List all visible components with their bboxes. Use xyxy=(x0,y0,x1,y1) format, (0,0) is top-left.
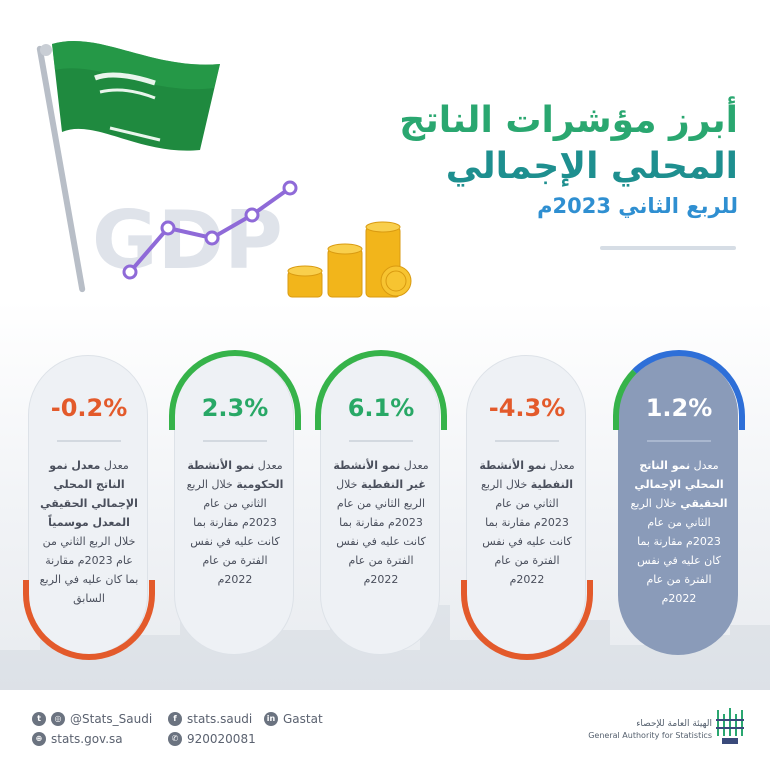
card-desc-prefix: معدل xyxy=(254,459,283,472)
social-linkedin[interactable]: in Gastat xyxy=(264,712,323,726)
phone-text: 920020081 xyxy=(187,732,256,746)
card-divider xyxy=(349,440,413,442)
title-underline xyxy=(600,246,736,250)
card-desc-bold: نمو الناتج المحلي الإجمالي الحقيقي xyxy=(634,459,728,510)
card-oil-activities: -4.3% معدل نمو الأنشطة النفطية خلال الرب… xyxy=(461,355,593,660)
card-desc-bold: نمو الأنشطة النفطية xyxy=(479,459,573,491)
card-desc-prefix: معدل xyxy=(546,459,575,472)
card-value: 1.2% xyxy=(645,394,713,422)
growth-line-graph-icon xyxy=(122,180,298,280)
card-desc-suffix: خلال الربع الثاني من عام 2023م مقارنة بم… xyxy=(481,478,572,586)
card-desc-bold: نمو الأنشطة غير النفطية xyxy=(333,459,426,491)
org-name: الهيئة العامة للإحصاء General Authority … xyxy=(588,718,712,742)
card-desc-suffix: خلال الربع الثاني من عام 2023م مقارنة بم… xyxy=(186,478,280,586)
website-url: stats.gov.sa xyxy=(51,732,123,746)
phone-number[interactable]: ✆ 920020081 xyxy=(168,732,256,746)
card-divider xyxy=(57,440,121,442)
linkedin-icon: in xyxy=(264,712,278,726)
page-subtitle: للربع الثاني 2023م xyxy=(537,194,738,218)
gastat-logo-icon xyxy=(716,708,744,744)
card-description: معدل معدل نمو الناتج المحلي الإجمالي الح… xyxy=(39,456,139,608)
page-title-line-2: المحلي الإجمالي xyxy=(445,146,738,187)
card-description: معدل نمو الأنشطة غير النفطية خلال الربع … xyxy=(331,456,431,589)
card-description: معدل نمو الأنشطة الحكومية خلال الربع الث… xyxy=(185,456,285,589)
card-description: معدل نمو الناتج المحلي الإجمالي الحقيقي … xyxy=(629,456,729,608)
card-desc-bold: نمو الأنشطة الحكومية xyxy=(187,459,284,491)
instagram-icon: ◎ xyxy=(51,712,65,726)
card-desc-prefix: معدل xyxy=(100,459,129,472)
hero-illustration: GDP xyxy=(0,0,320,310)
card-divider xyxy=(647,440,711,442)
card-seasonally-adjusted-gdp: -0.2% معدل معدل نمو الناتج المحلي الإجما… xyxy=(23,355,155,660)
org-name-arabic: الهيئة العامة للإحصاء xyxy=(636,719,712,729)
card-desc-prefix: معدل xyxy=(690,459,719,472)
page-title-line-1: أبرز مؤشرات الناتج xyxy=(399,100,738,141)
org-name-english: General Authority for Statistics xyxy=(588,731,712,740)
card-desc-suffix: خلال الربع الثاني من عام 2023م مقارنة بم… xyxy=(630,497,721,605)
website-link[interactable]: ⊕ stats.gov.sa xyxy=(32,732,123,746)
phone-icon: ✆ xyxy=(168,732,182,746)
globe-icon: ⊕ xyxy=(32,732,46,746)
title-block: أبرز مؤشرات الناتج المحلي الإجمالي للربع… xyxy=(358,98,738,218)
linkedin-handle: Gastat xyxy=(283,712,323,726)
facebook-icon: f xyxy=(168,712,182,726)
twitter-handle: @Stats_Saudi xyxy=(70,712,153,726)
card-desc-bold: معدل نمو الناتج المحلي الإجمالي الحقيقي … xyxy=(40,459,138,529)
flag-pole xyxy=(36,44,86,293)
card-divider xyxy=(203,440,267,442)
social-twitter-instagram[interactable]: t ◎ @Stats_Saudi xyxy=(32,712,152,726)
card-value: -4.3% xyxy=(488,394,566,422)
indicator-cards: -0.2% معدل معدل نمو الناتج المحلي الإجما… xyxy=(23,350,748,660)
social-facebook[interactable]: f stats.saudi xyxy=(168,712,252,726)
coin-stacks-icon xyxy=(287,221,412,298)
card-desc-suffix: خلال الربع الثاني من عام 2023م مقارنة بم… xyxy=(336,478,426,586)
footer xyxy=(0,700,770,770)
card-arc-orange xyxy=(461,580,593,660)
card-desc-suffix: خلال الربع الثاني من عام 2023م مقارنة بم… xyxy=(39,535,139,605)
card-value: -0.2% xyxy=(50,394,128,422)
card-value: 6.1% xyxy=(347,394,415,422)
card-real-gdp: 1.2% معدل نمو الناتج المحلي الإجمالي الح… xyxy=(613,350,745,655)
saudi-flag-icon xyxy=(52,41,220,151)
card-description: معدل نمو الأنشطة النفطية خلال الربع الثا… xyxy=(477,456,577,589)
facebook-handle: stats.saudi xyxy=(187,712,253,726)
card-government-activities: 2.3% معدل نمو الأنشطة الحكومية خلال الرب… xyxy=(169,350,301,655)
card-non-oil-activities: 6.1% معدل نمو الأنشطة غير النفطية خلال ا… xyxy=(315,350,447,655)
twitter-icon: t xyxy=(32,712,46,726)
card-value: 2.3% xyxy=(201,394,269,422)
card-divider xyxy=(495,440,559,442)
card-desc-prefix: معدل xyxy=(400,459,429,472)
